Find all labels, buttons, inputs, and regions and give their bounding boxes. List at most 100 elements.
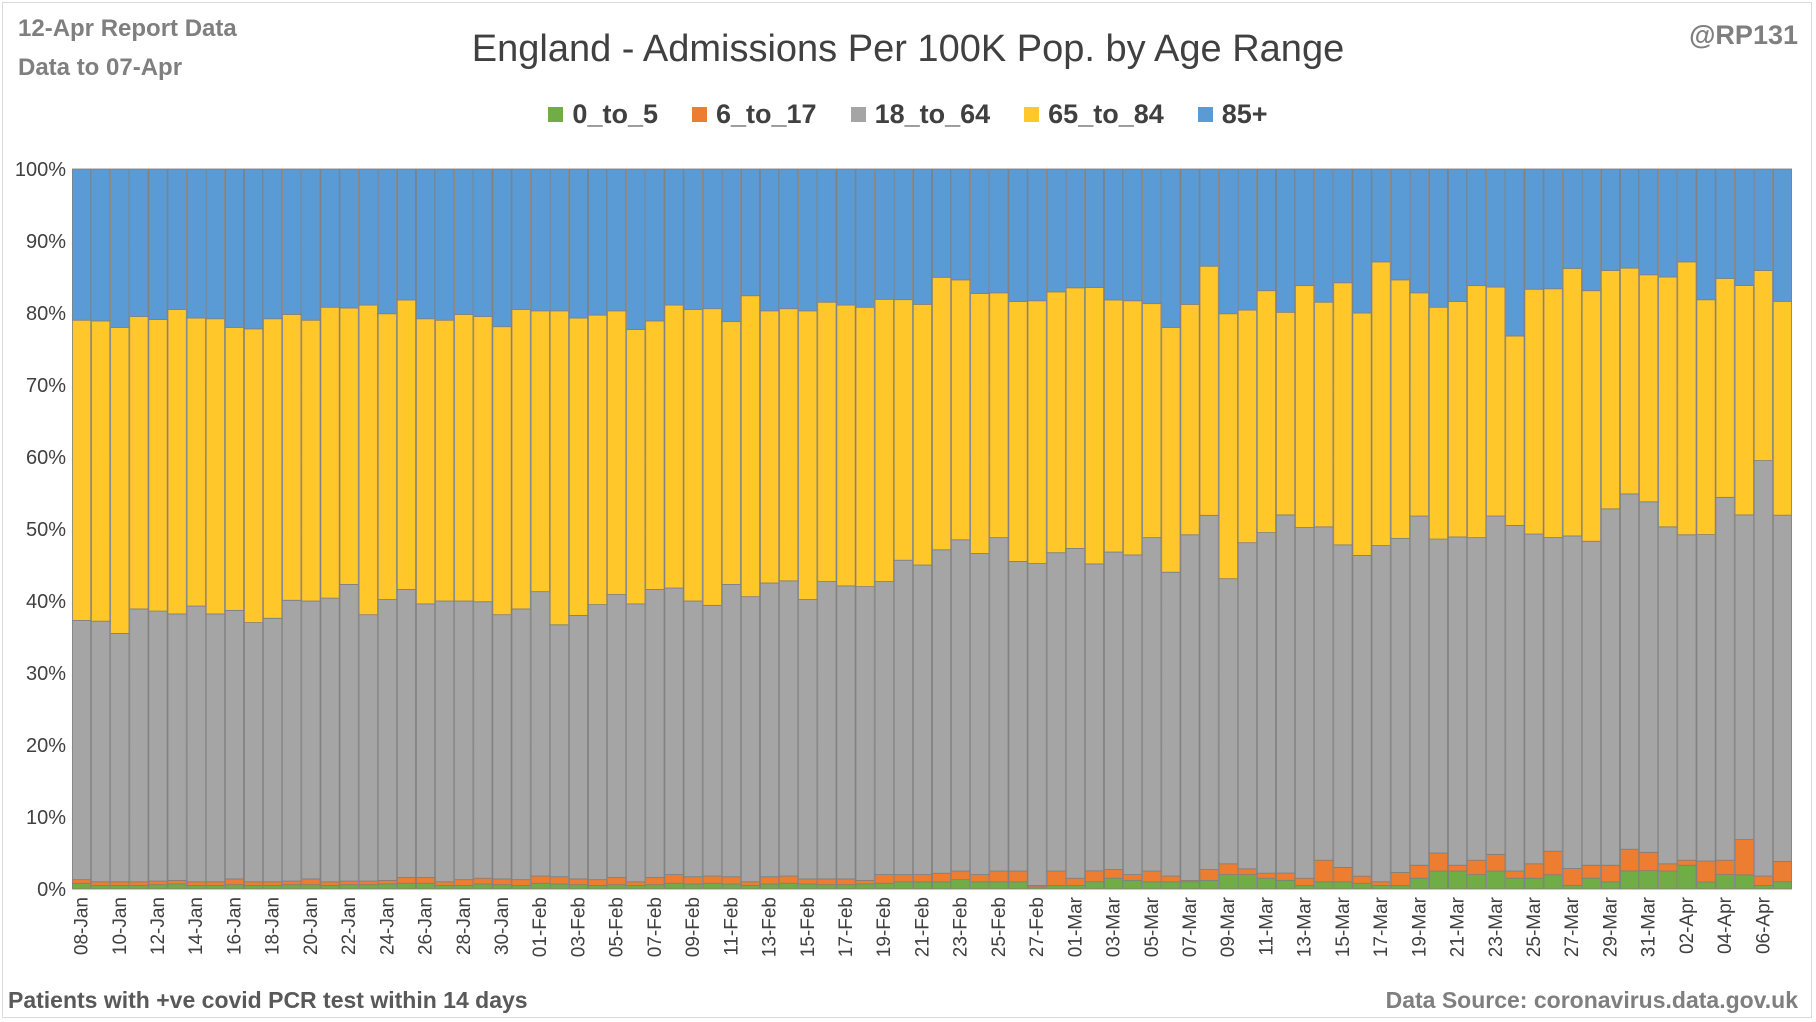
bar-segment-6-to-17 [320,881,340,886]
bar-segment-18-to-64 [1447,536,1468,866]
bar-segment-0-to-5 [1352,882,1372,890]
bar-segment-85plus [263,168,283,320]
bar-segment-6-to-17 [970,874,990,883]
bar-segment-65-to-84 [339,307,359,585]
bar-segment-0-to-5 [1562,884,1582,890]
x-tick-label: 20-Jan [301,897,322,955]
bar-segment-0-to-5 [1142,881,1162,890]
legend-label: 6_to_17 [715,99,817,129]
bar-segment-0-to-5 [110,885,130,890]
x-tick-label: 08-Jan [72,897,93,955]
bar-segment-65-to-84 [568,317,589,616]
bar-segment-0-to-5 [396,882,417,890]
bar-segment-85plus [1619,168,1640,269]
bar-segment-0-to-5 [1199,879,1219,890]
bar-segment-85plus [1753,168,1773,271]
y-tick-label: 90% [26,231,66,253]
bar-segment-0-to-5 [435,885,455,890]
bar-segment-6-to-17 [1084,870,1105,883]
bar-segment-18-to-64 [148,610,168,882]
bar-segment-65-to-84 [893,299,913,561]
bar-segment-6-to-17 [1581,864,1601,879]
bar-segment-65-to-84 [1409,292,1429,517]
bar-segment-85plus [396,168,417,301]
footer-note: Patients with +ve covid PCR test within … [8,987,528,1013]
bar-segment-6-to-17 [549,876,569,885]
bar-segment-18-to-64 [71,620,92,881]
bar-segment-0-to-5 [664,882,684,890]
bar-segment-65-to-84 [1619,267,1640,495]
x-tick-label: 11-Mar [1256,896,1277,955]
bar-segment-18-to-64 [836,585,856,880]
x-tick-label: 19-Feb [874,897,895,957]
bar-segment-65-to-84 [1505,335,1525,526]
bar-segment-0-to-5 [1161,881,1181,890]
bar-segment-18-to-64 [1084,563,1105,872]
bar-segment-0-to-5 [912,881,933,890]
bar-segment-6-to-17 [339,880,359,886]
bar-segment-85plus [626,168,646,330]
bar-segment-85plus [1199,168,1219,267]
bar-segment-65-to-84 [931,276,952,551]
bar-segment-18-to-64 [435,600,455,883]
bar-segment-65-to-84 [530,310,550,593]
bar-segment-65-to-84 [511,308,531,610]
bar-segment-6-to-17 [721,876,741,885]
bar-segment-65-to-84 [1314,301,1334,528]
bar-segment-65-to-84 [1199,265,1219,516]
bar-segment-65-to-84 [1543,288,1563,538]
bar-segment-6-to-17 [224,878,245,886]
legend-swatch [850,107,866,122]
bar-segment-85plus [664,168,684,306]
bar-segment-18-to-64 [396,589,417,878]
x-tick-label: 17-Feb [836,897,857,957]
bar-segment-65-to-84 [817,301,837,582]
bar-segment-85plus [702,168,722,310]
bar-segment-85plus [1046,168,1066,293]
legend-label: 0_to_5 [572,99,658,129]
bar-segment-6-to-17 [1715,859,1735,876]
bar-segment-65-to-84 [989,292,1009,539]
bar-segment-18-to-64 [205,613,225,883]
bar-segment-0-to-5 [186,885,206,890]
bar-segment-18-to-64 [1371,545,1391,883]
bar-segment-65-to-84 [1142,303,1162,539]
bar-segment-6-to-17 [587,879,608,886]
bar-segment-6-to-17 [301,878,321,886]
bar-segment-65-to-84 [1639,274,1659,503]
x-tick-label: 01-Mar [1065,896,1086,957]
y-tick-label: 70% [26,375,66,397]
bar-segment-65-to-84 [1237,309,1257,544]
bar-segment-0-to-5 [568,884,589,890]
bar-segment-0-to-5 [989,881,1009,890]
bar-segment-6-to-17 [454,879,474,886]
bar-segment-0-to-5 [1123,879,1143,890]
bar-segment-65-to-84 [1734,285,1754,516]
x-tick-label: 16-Jan [224,897,245,955]
bar-segment-85plus [1486,168,1506,288]
bar-segment-65-to-84 [282,314,302,601]
x-tick-label: 07-Feb [645,897,666,957]
bar-segment-65-to-84 [836,304,856,587]
x-tick-label: 13-Mar [1295,896,1316,957]
bar-segment-65-to-84 [358,304,378,616]
bar-segment-85plus [721,168,741,323]
bar-segment-85plus [836,168,856,306]
bar-segment-0-to-5 [1734,874,1754,890]
bar-segment-65-to-84 [645,320,665,590]
bar-segment-18-to-64 [817,581,837,880]
bar-segment-6-to-17 [1199,869,1219,881]
bar-segment-6-to-17 [1772,860,1793,883]
bar-segment-18-to-64 [759,582,780,878]
bar-segment-18-to-64 [1237,542,1257,870]
bar-segment-65-to-84 [702,308,722,606]
bar-segment-85plus [740,168,761,297]
bar-segment-65-to-84 [1486,286,1506,517]
bar-segment-65-to-84 [1218,313,1238,580]
bar-segment-6-to-17 [243,881,264,886]
bar-segment-0-to-5 [454,885,474,890]
bar-segment-6-to-17 [1237,868,1257,876]
bar-segment-65-to-84 [110,326,130,634]
bar-segment-18-to-64 [1639,501,1659,853]
bar-segment-85plus [282,168,302,315]
